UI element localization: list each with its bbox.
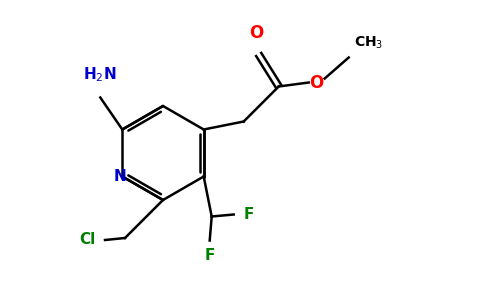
Text: N: N	[114, 169, 127, 184]
Text: F: F	[205, 248, 215, 263]
Text: O: O	[250, 25, 264, 43]
Text: Cl: Cl	[79, 232, 95, 247]
Text: H$_2$N: H$_2$N	[83, 65, 116, 83]
Text: F: F	[244, 207, 254, 222]
Text: O: O	[310, 74, 324, 92]
Text: CH$_3$: CH$_3$	[354, 35, 383, 52]
